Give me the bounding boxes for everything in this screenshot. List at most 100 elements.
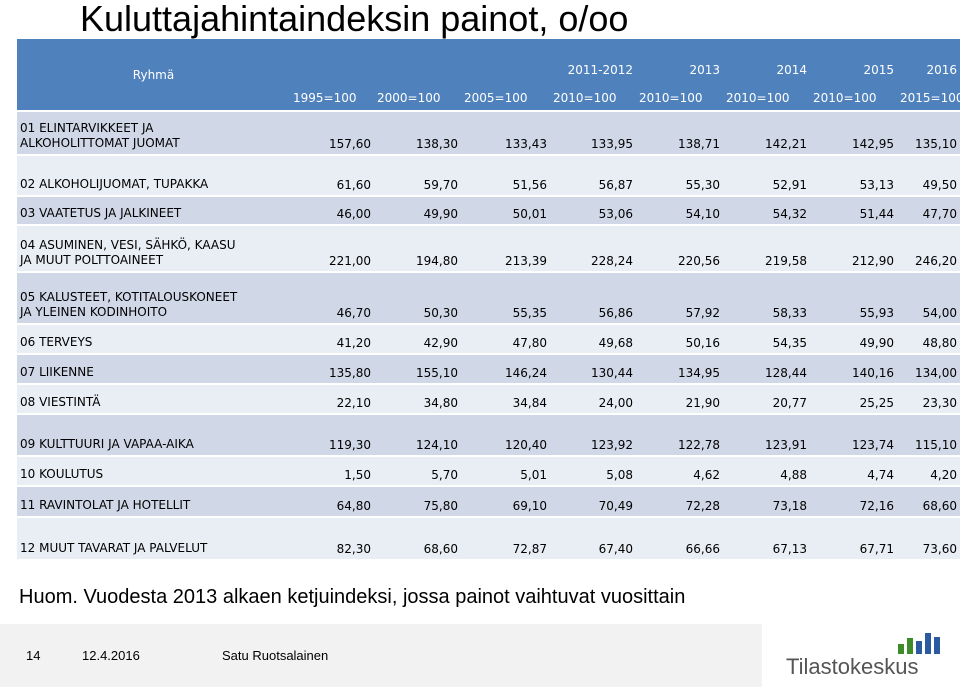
value-cell: 56,87	[550, 154, 636, 196]
base-header: 2010=100	[636, 79, 723, 111]
table-row: 08 VIESTINTÄ 22,10 34,80 34,84 24,00 21,…	[17, 383, 960, 414]
value-cell: 72,87	[461, 516, 550, 559]
value-cell: 51,56	[461, 154, 550, 196]
value-cell: 134,00	[897, 353, 960, 384]
value-cell: 135,10	[897, 110, 960, 155]
value-cell: 68,60	[897, 485, 960, 517]
year-header	[374, 39, 461, 79]
value-cell: 5,08	[550, 455, 636, 486]
value-cell: 23,30	[897, 383, 960, 414]
value-cell: 134,95	[636, 353, 723, 384]
value-cell: 67,71	[810, 516, 897, 559]
value-cell: 69,10	[461, 485, 550, 517]
base-header: 2005=100	[461, 79, 550, 111]
row-label: 10 KOULUTUS	[17, 455, 290, 486]
value-cell: 73,60	[897, 516, 960, 559]
row-label: 11 RAVINTOLAT JA HOTELLIT	[17, 485, 290, 517]
value-cell: 4,88	[723, 455, 810, 486]
table-row: 07 LIIKENNE 135,80 155,10 146,24 130,44 …	[17, 353, 960, 384]
footer-date: 12.4.2016	[82, 648, 140, 663]
value-cell: 51,44	[810, 195, 897, 225]
value-cell: 4,62	[636, 455, 723, 486]
value-cell: 120,40	[461, 413, 550, 456]
row-label: 08 VIESTINTÄ	[17, 383, 290, 414]
header-year-row: Ryhmä 2011-2012 2013 2014 2015 2016	[17, 39, 960, 111]
base-header: 2010=100	[810, 79, 897, 111]
footer-author: Satu Ruotsalainen	[222, 648, 329, 663]
table-row: 01 ELINTARVIKKEET JA ALKOHOLITTOMAT JUOMA…	[17, 110, 960, 155]
value-cell: 50,01	[461, 195, 550, 225]
value-cell: 58,33	[723, 271, 810, 324]
table-row: 09 KULTTUURI JA VAPAA-AIKA 119,30 124,10…	[17, 413, 960, 456]
value-cell: 123,92	[550, 413, 636, 456]
header-base-row: 1995=100 2000=100 2005=100 2010=100 2010…	[17, 79, 960, 111]
value-cell: 47,80	[461, 323, 550, 354]
table-row: 10 KOULUTUS 1,50 5,70 5,01 5,08 4,62 4,8…	[17, 455, 960, 486]
value-cell: 1,50	[290, 455, 374, 486]
value-cell: 48,80	[897, 323, 960, 354]
value-cell: 5,70	[374, 455, 461, 486]
value-cell: 49,90	[374, 195, 461, 225]
value-cell: 5,01	[461, 455, 550, 486]
value-cell: 49,90	[810, 323, 897, 354]
value-cell: 72,16	[810, 485, 897, 517]
value-cell: 56,86	[550, 271, 636, 324]
value-cell: 54,32	[723, 195, 810, 225]
value-cell: 221,00	[290, 224, 374, 272]
logo-text: Tilastokeskus	[786, 654, 919, 679]
value-cell: 46,00	[290, 195, 374, 225]
year-header: 2015	[810, 39, 897, 79]
value-cell: 55,35	[461, 271, 550, 324]
value-cell: 53,13	[810, 154, 897, 196]
value-cell: 115,10	[897, 413, 960, 456]
value-cell: 21,90	[636, 383, 723, 414]
value-cell: 4,20	[897, 455, 960, 486]
value-cell: 55,30	[636, 154, 723, 196]
value-cell: 41,20	[290, 323, 374, 354]
value-cell: 54,35	[723, 323, 810, 354]
value-cell: 22,10	[290, 383, 374, 414]
row-label: 02 ALKOHOLIJUOMAT, TUPAKKA	[17, 154, 290, 196]
value-cell: 212,90	[810, 224, 897, 272]
row-label: 01 ELINTARVIKKEET JA ALKOHOLITTOMAT JUOMA…	[17, 110, 290, 155]
value-cell: 68,60	[374, 516, 461, 559]
slide-title: Kuluttajahintaindeksin painot, o/oo	[80, 0, 629, 39]
value-cell: 123,74	[810, 413, 897, 456]
value-cell: 133,43	[461, 110, 550, 155]
value-cell: 213,39	[461, 224, 550, 272]
base-header: 2010=100	[550, 79, 636, 111]
slide-footer: 14 12.4.2016 Satu Ruotsalainen Tilastoke…	[0, 624, 960, 687]
value-cell: 64,80	[290, 485, 374, 517]
value-cell: 122,78	[636, 413, 723, 456]
value-cell: 49,50	[897, 154, 960, 196]
value-cell: 142,95	[810, 110, 897, 155]
value-cell: 123,91	[723, 413, 810, 456]
value-cell: 72,28	[636, 485, 723, 517]
value-cell: 67,40	[550, 516, 636, 559]
value-cell: 54,10	[636, 195, 723, 225]
value-cell: 157,60	[290, 110, 374, 155]
value-cell: 246,20	[897, 224, 960, 272]
weights-table: Ryhmä 2011-2012 2013 2014 2015 2016 1995…	[17, 39, 960, 559]
value-cell: 52,91	[723, 154, 810, 196]
base-header: 1995=100	[290, 79, 374, 111]
value-cell: 25,25	[810, 383, 897, 414]
table-row: 11 RAVINTOLAT JA HOTELLIT 64,80 75,80 69…	[17, 485, 960, 517]
value-cell: 34,80	[374, 383, 461, 414]
value-cell: 57,92	[636, 271, 723, 324]
value-cell: 138,30	[374, 110, 461, 155]
footnote: Huom. Vuodesta 2013 alkaen ketjuindeksi,…	[19, 586, 686, 608]
value-cell: 124,10	[374, 413, 461, 456]
value-cell: 220,56	[636, 224, 723, 272]
value-cell: 46,70	[290, 271, 374, 324]
value-cell: 140,16	[810, 353, 897, 384]
value-cell: 42,90	[374, 323, 461, 354]
value-cell: 34,84	[461, 383, 550, 414]
row-label: 06 TERVEYS	[17, 323, 290, 354]
table-row: 05 KALUSTEET, KOTITALOUSKONEET JA YLEINEN…	[17, 271, 960, 324]
row-label: 03 VAATETUS JA JALKINEET	[17, 195, 290, 225]
tilastokeskus-logo: Tilastokeskus	[762, 624, 960, 687]
base-header: 2000=100	[374, 79, 461, 111]
value-cell: 49,68	[550, 323, 636, 354]
year-header	[461, 39, 550, 79]
